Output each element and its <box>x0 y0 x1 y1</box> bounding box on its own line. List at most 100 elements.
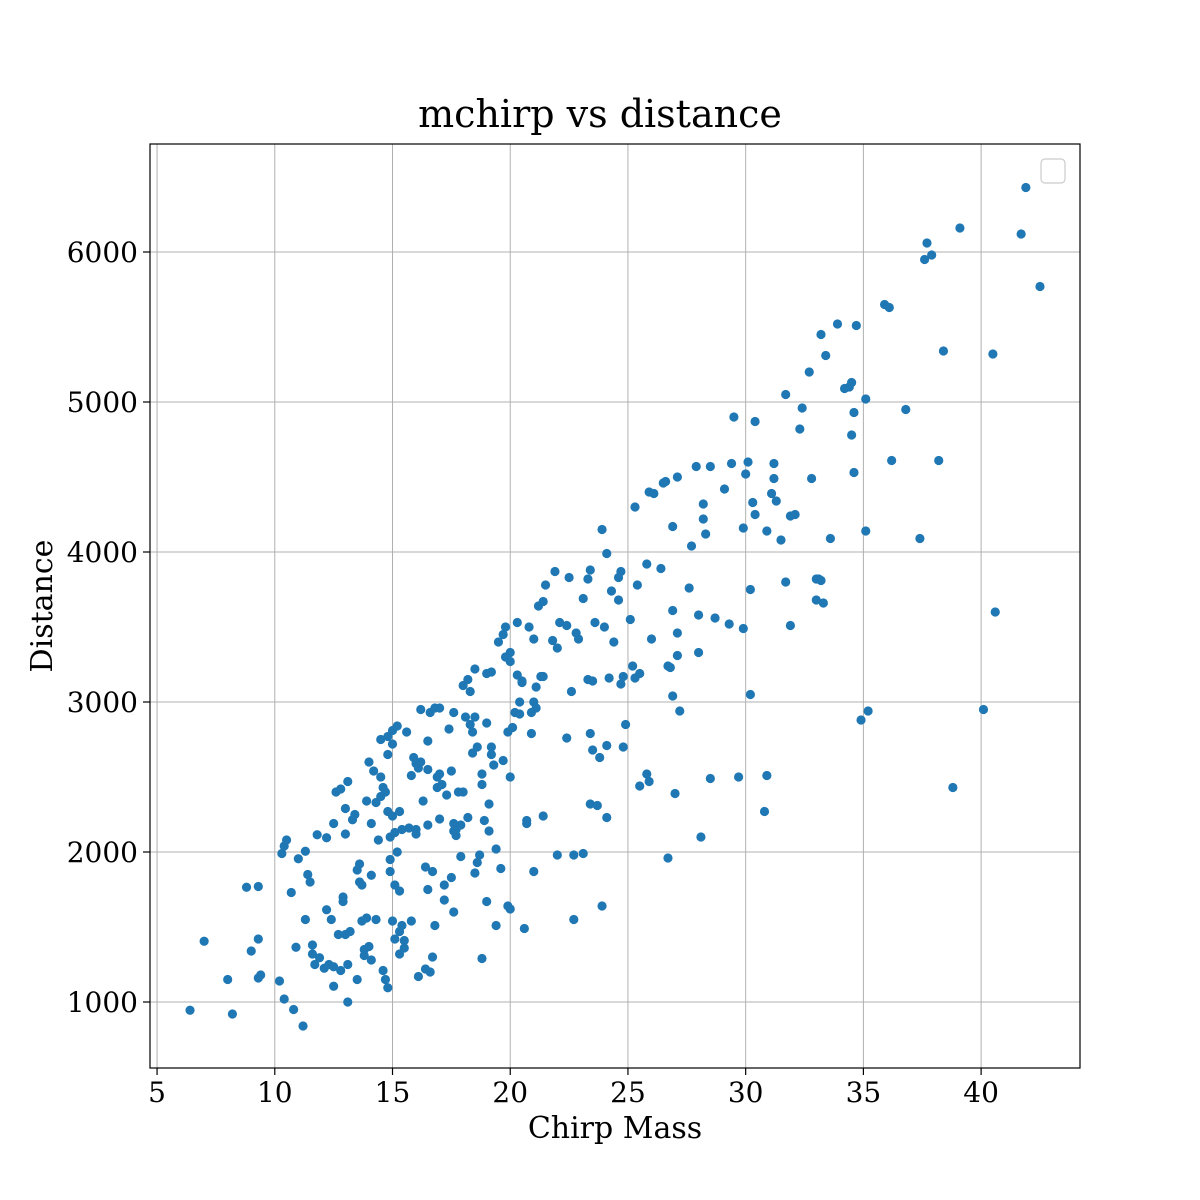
data-point <box>851 320 861 331</box>
data-point <box>321 833 332 843</box>
data-point <box>446 872 456 883</box>
data-point <box>373 835 383 845</box>
x-tick-label: 30 <box>728 1076 764 1109</box>
data-point <box>286 887 296 898</box>
data-point <box>550 566 560 577</box>
data-point <box>531 703 541 713</box>
data-point <box>590 617 600 628</box>
data-points <box>185 182 1045 1031</box>
data-point <box>693 647 704 658</box>
data-point <box>656 563 666 574</box>
data-point <box>649 488 659 499</box>
data-point <box>915 533 925 544</box>
data-point <box>416 757 426 767</box>
data-point <box>698 499 708 509</box>
data-point <box>548 635 558 646</box>
data-point <box>585 565 595 575</box>
data-point <box>392 847 402 857</box>
data-point <box>821 350 831 361</box>
data-point <box>646 634 657 644</box>
data-point <box>927 250 937 260</box>
data-point <box>522 815 532 826</box>
data-point <box>253 881 263 892</box>
data-point <box>399 943 409 953</box>
x-tick-label: 25 <box>610 1076 646 1109</box>
data-point <box>493 637 504 647</box>
data-point <box>562 620 572 631</box>
data-point <box>515 709 525 719</box>
data-point <box>300 846 310 856</box>
data-point <box>832 319 843 329</box>
data-point <box>776 535 786 545</box>
data-point <box>298 1021 308 1031</box>
data-point <box>385 866 395 877</box>
y-axis-ticks: 1000 2000 3000 4000 5000 6000 <box>67 236 150 1019</box>
legend-box <box>1040 158 1066 184</box>
data-point <box>632 580 642 590</box>
data-point <box>573 634 584 644</box>
data-point <box>362 913 372 923</box>
data-point <box>811 595 821 605</box>
data-point <box>359 950 369 961</box>
data-point <box>463 812 473 823</box>
data-point <box>887 455 897 466</box>
plot-frame <box>149 143 1081 1069</box>
data-point <box>595 752 605 763</box>
data-point <box>505 647 515 658</box>
data-point <box>354 859 365 869</box>
data-point <box>437 779 447 790</box>
data-point <box>371 914 381 925</box>
data-point <box>602 548 612 559</box>
data-point <box>847 377 857 388</box>
data-point <box>376 734 386 745</box>
data-point <box>376 772 386 782</box>
data-point <box>526 728 537 739</box>
data-point <box>505 656 515 667</box>
x-tick-label: 10 <box>257 1076 293 1109</box>
data-point <box>938 346 949 356</box>
data-point <box>430 920 440 931</box>
data-point <box>357 880 367 890</box>
data-point <box>738 623 748 634</box>
data-point <box>588 676 598 686</box>
data-point <box>515 697 525 707</box>
data-point <box>406 916 416 926</box>
data-point <box>489 760 499 770</box>
y-tick-label: 3000 <box>67 686 138 719</box>
data-point <box>423 736 433 746</box>
data-point <box>291 942 301 952</box>
data-point <box>597 524 607 535</box>
data-point <box>227 1009 238 1019</box>
x-axis-label: Chirp Mass <box>528 1111 702 1146</box>
data-point <box>505 772 515 782</box>
data-point <box>785 620 796 631</box>
data-point <box>434 703 445 713</box>
data-point <box>816 575 826 586</box>
data-point <box>340 829 351 839</box>
data-point <box>748 497 758 508</box>
data-point <box>901 404 911 415</box>
data-point <box>482 896 492 907</box>
data-point <box>538 811 548 821</box>
data-point <box>484 826 494 836</box>
data-point <box>423 764 433 775</box>
data-point <box>1021 182 1031 193</box>
data-point <box>578 593 588 604</box>
data-point <box>383 749 393 760</box>
data-point <box>705 461 715 472</box>
data-point <box>390 934 400 944</box>
data-point <box>719 484 730 494</box>
data-point <box>364 757 374 767</box>
data-point <box>241 882 252 892</box>
data-point <box>477 953 487 964</box>
data-point <box>199 936 209 946</box>
data-point <box>486 667 496 677</box>
data-point <box>336 965 346 976</box>
data-point <box>538 596 548 607</box>
data-point <box>684 583 694 593</box>
data-point <box>406 770 416 781</box>
data-point <box>741 469 751 479</box>
data-point <box>449 907 459 917</box>
data-point <box>463 674 473 685</box>
data-point <box>477 779 487 790</box>
